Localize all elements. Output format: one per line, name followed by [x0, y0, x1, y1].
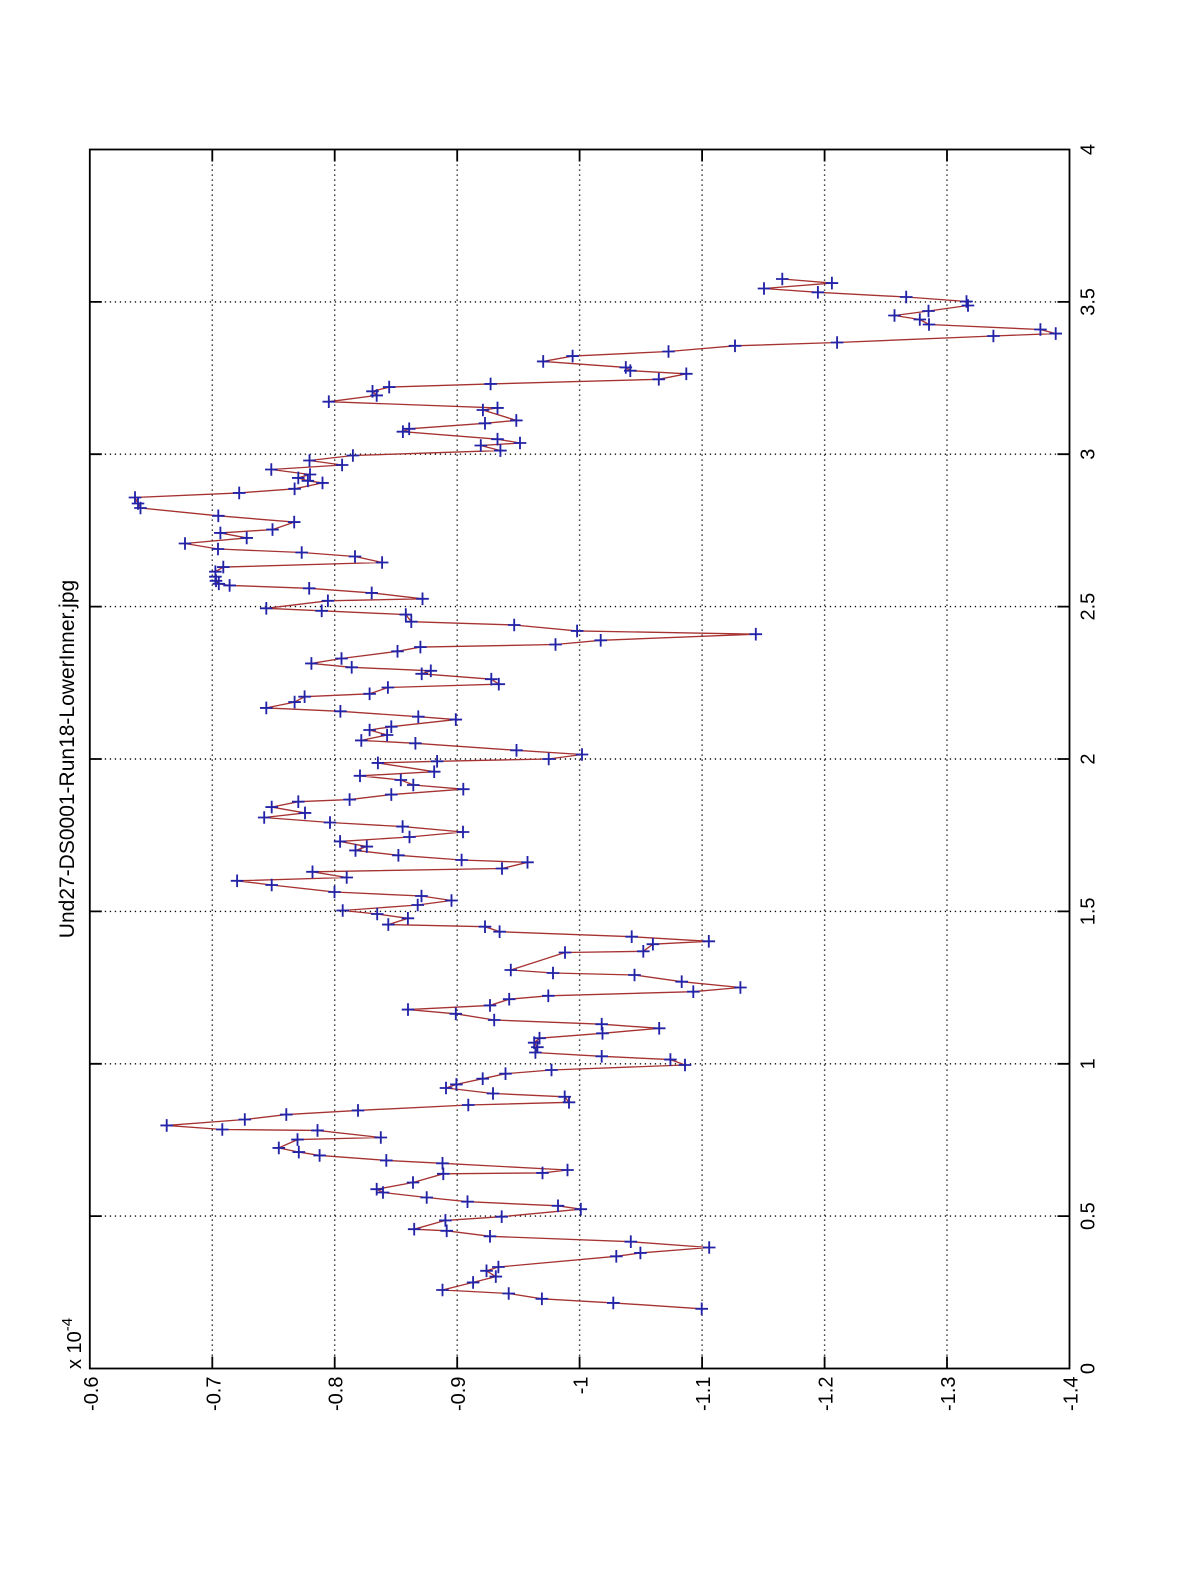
svg-text:4: 4: [1078, 144, 1100, 155]
svg-text:3.5: 3.5: [1078, 288, 1100, 316]
svg-text:0.5: 0.5: [1078, 1202, 1100, 1230]
svg-text:2.5: 2.5: [1078, 593, 1100, 621]
svg-text:1.5: 1.5: [1078, 897, 1100, 925]
svg-text:3: 3: [1078, 449, 1100, 460]
svg-text:2: 2: [1078, 753, 1100, 764]
svg-text:-1: -1: [571, 1377, 593, 1395]
svg-text:-0.9: -0.9: [448, 1377, 470, 1411]
svg-text:x 10-4: x 10-4: [59, 1318, 86, 1369]
svg-text:1: 1: [1078, 1058, 1100, 1069]
svg-text:-1.4: -1.4: [1061, 1377, 1083, 1411]
svg-text:-1.2: -1.2: [816, 1377, 838, 1411]
svg-text:-1.3: -1.3: [938, 1377, 960, 1411]
svg-text:-0.7: -0.7: [203, 1377, 225, 1411]
svg-text:-1.1: -1.1: [693, 1377, 715, 1411]
svg-text:-0.6: -0.6: [81, 1377, 103, 1411]
svg-text:0: 0: [1078, 1363, 1100, 1374]
svg-text:Und27-DS0001-Run18-LowerInner.: Und27-DS0001-Run18-LowerInner.jpg: [56, 580, 79, 938]
svg-text:-0.8: -0.8: [326, 1377, 348, 1411]
